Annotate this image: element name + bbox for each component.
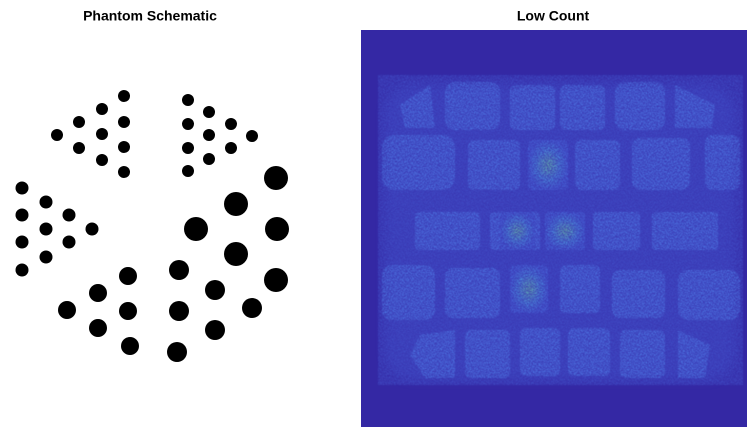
low-count-image [361, 30, 747, 427]
phantom-schematic [16, 90, 290, 362]
dot-group [167, 260, 262, 362]
figure: Phantom Schematic Low Count [0, 0, 747, 427]
dot-group [182, 94, 258, 177]
dot-group [58, 267, 139, 355]
panel-title: Phantom Schematic [83, 8, 217, 24]
dot-group [51, 90, 130, 178]
dot-group [16, 182, 99, 277]
dot-group [184, 166, 289, 292]
speckle-blobs [378, 75, 743, 385]
page: Phantom Schematic Low Count [0, 0, 747, 427]
panel-title: Low Count [517, 8, 590, 24]
